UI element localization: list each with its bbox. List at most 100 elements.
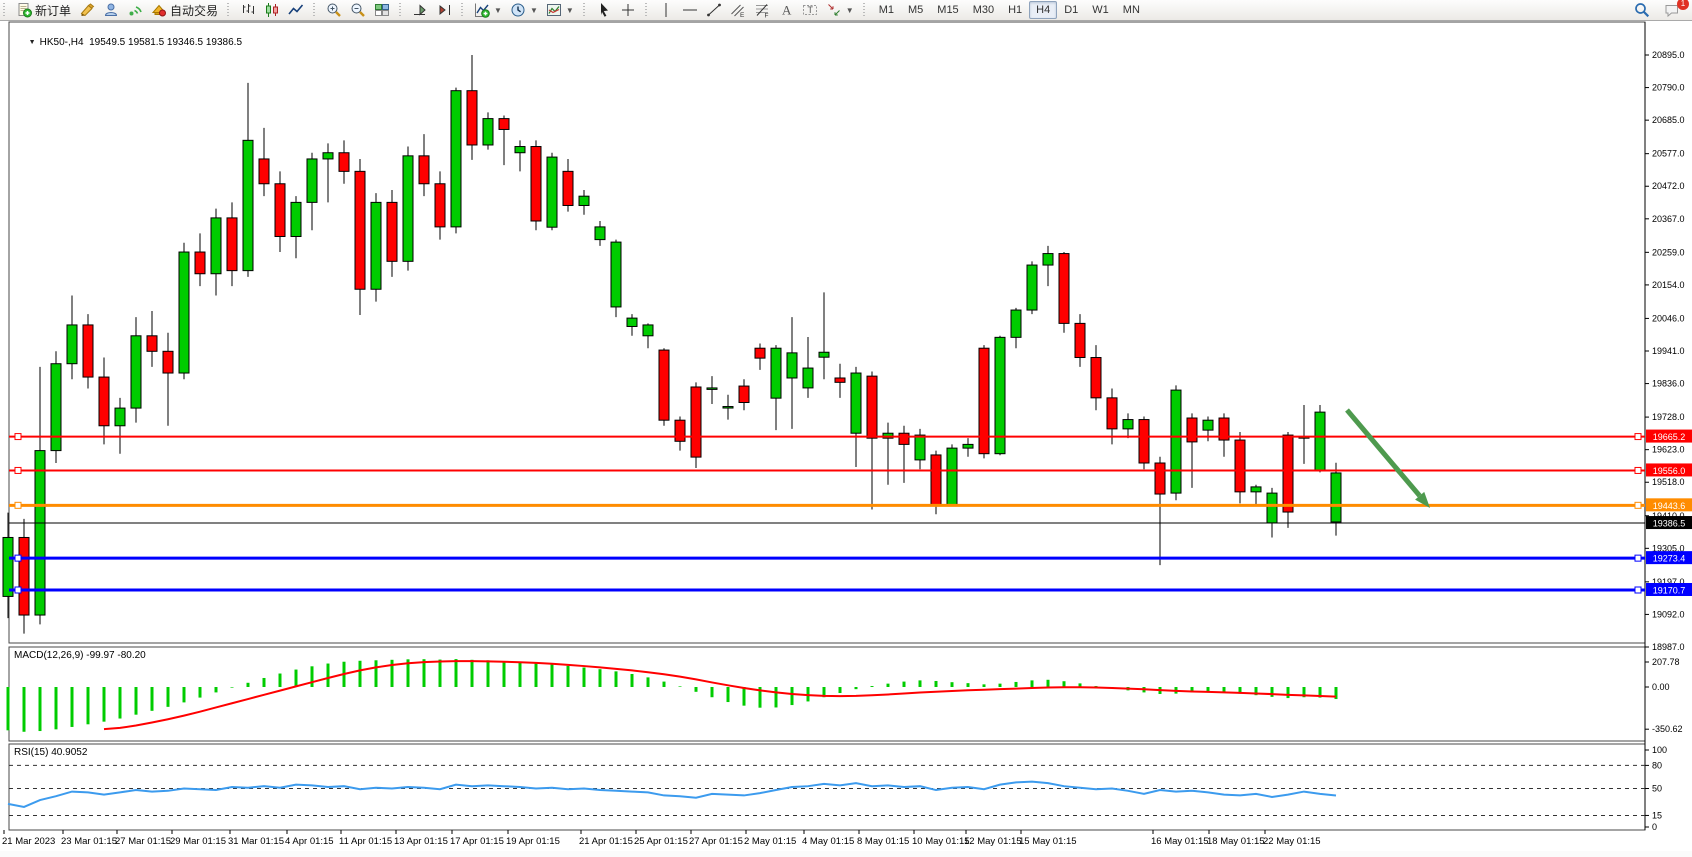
svg-text:12 May 01:15: 12 May 01:15 (964, 836, 1022, 847)
community-icon (105, 3, 118, 16)
price-badges: 19665.2 19556.0 19443.6 19273.4 19170.7 19386… (1646, 429, 1692, 596)
candle-body (754, 347, 766, 359)
vline-icon (665, 3, 667, 17)
svg-text:19623.0: 19623.0 (1652, 445, 1685, 455)
crosshair-button[interactable] (616, 1, 640, 20)
equidistant-channel-button[interactable]: E (726, 1, 750, 20)
chevron-down-icon[interactable]: ▼ (845, 5, 854, 15)
text-label-button[interactable]: T (798, 1, 822, 20)
level-anchor[interactable] (1634, 586, 1642, 594)
chart-candles-icon (266, 3, 279, 17)
trend-line-button[interactable] (702, 1, 726, 20)
templates-button[interactable]: ▼ (542, 1, 578, 20)
chart-canvas[interactable]: 20895.0 20790.0 20685.0 20577.0 20472.0 20367… (0, 21, 1692, 857)
level-anchor[interactable] (1634, 554, 1642, 562)
timeframe-h1-button[interactable]: H1 (1008, 4, 1023, 16)
notifications-button[interactable]: 1 (1660, 0, 1689, 20)
tile-windows-button[interactable] (370, 1, 394, 20)
chart-collapse-icon[interactable]: ▼ (28, 39, 36, 46)
timeframe-w1-button[interactable]: W1 (1092, 4, 1109, 16)
timeframe-toolbar: M1 M5 M15 M30 H1 H4 D1 W1 MN (870, 0, 1149, 21)
level-anchor[interactable] (14, 466, 22, 474)
svg-text:19305.0: 19305.0 (1652, 543, 1685, 553)
level-anchor[interactable] (1634, 433, 1642, 441)
chart-candles-button[interactable] (260, 1, 284, 20)
toolbar-group-grip (460, 3, 466, 17)
search-button[interactable] (1630, 1, 1654, 20)
level-anchor[interactable] (1634, 501, 1642, 509)
autotrading-button[interactable]: 自动交易 (147, 1, 222, 20)
auto-scroll-button[interactable] (408, 1, 432, 20)
timeframe-m1-button[interactable]: M1 (878, 4, 894, 16)
candle-body (50, 363, 62, 452)
svg-text:16 May 01:15: 16 May 01:15 (1151, 836, 1209, 847)
indicators-icon (475, 3, 490, 18)
chart-shift-button[interactable] (432, 1, 456, 20)
candle-body (1106, 397, 1118, 430)
crayon-button[interactable] (75, 1, 99, 20)
svg-text:0: 0 (1652, 822, 1657, 832)
zoom-in-icon (327, 3, 341, 17)
timeframe-m5-button[interactable]: M5 (908, 4, 924, 16)
timeframe-d1-button[interactable]: D1 (1064, 4, 1079, 16)
template-icon (546, 4, 561, 16)
periods-button[interactable]: ▼ (506, 1, 542, 20)
vertical-line-button[interactable] (654, 1, 678, 20)
shiftend-icon (439, 4, 451, 16)
price-badge (1646, 582, 1692, 596)
candle-body (306, 158, 318, 203)
level-anchor[interactable] (1634, 466, 1642, 474)
timeframe-mn-button[interactable]: MN (1122, 4, 1140, 16)
zoom-out-button[interactable] (346, 1, 370, 20)
main-toolbar: 新订单 自动交易 ▼ ▼ ▼ E F A T ▼ M1 M5 M15 M30 H1 H4 D1 W1 MN 1 (0, 0, 1692, 21)
chevron-down-icon[interactable]: ▼ (529, 5, 538, 15)
indicators-button[interactable]: ▼ (470, 1, 506, 20)
toolbar-group-grip (2, 3, 7, 17)
timeframe-m15-button[interactable]: M15 (937, 4, 959, 16)
chart-bars-button[interactable] (236, 1, 260, 20)
community-button[interactable] (99, 1, 123, 20)
candle-body (770, 347, 782, 399)
rsi-indicator-label: RSI(15) 40.9052 (14, 747, 88, 758)
text-button[interactable]: A (774, 1, 798, 20)
level-anchor[interactable] (14, 554, 22, 562)
signals-button[interactable] (123, 1, 147, 20)
fibonacci-button[interactable]: F (750, 1, 774, 20)
svg-text:20259.0: 20259.0 (1652, 247, 1685, 257)
chart-ohlc-values: 19549.5 19581.5 19346.5 19386.5 (89, 37, 243, 48)
candle-body (786, 352, 798, 379)
annotation-arrow[interactable] (1345, 408, 1430, 508)
candle-body (322, 152, 334, 160)
autoscroll-icon (414, 4, 426, 16)
svg-text:18 May 01:15: 18 May 01:15 (1207, 836, 1265, 847)
chevron-down-icon[interactable]: ▼ (494, 5, 502, 15)
chart-line-button[interactable] (284, 1, 308, 20)
level-anchor[interactable] (14, 501, 22, 509)
chevron-down-icon[interactable]: ▼ (565, 5, 574, 15)
candle-body (626, 317, 638, 327)
candle-body (802, 367, 814, 389)
toolbar-group-grip (861, 3, 867, 17)
trendline-icon (706, 3, 721, 17)
candle-body (962, 443, 974, 449)
timeframe-m30-button[interactable]: M30 (972, 4, 995, 16)
price-badge (1646, 498, 1692, 512)
text-label-icon: T (802, 5, 817, 15)
zoom-in-button[interactable] (322, 1, 346, 20)
candle-body (66, 324, 78, 365)
new-order-button[interactable]: 新订单 (12, 1, 75, 20)
svg-text:19518.0: 19518.0 (1652, 477, 1685, 487)
svg-text:19941.0: 19941.0 (1652, 346, 1685, 356)
timeframe-h4-button[interactable]: H4 (1029, 1, 1058, 19)
arrows-button[interactable]: ▼ (822, 1, 858, 20)
cursor-button[interactable] (592, 1, 616, 20)
candle-body (82, 324, 94, 378)
candle-body (130, 335, 142, 409)
svg-text:15 May 01:15: 15 May 01:15 (1019, 836, 1077, 847)
level-anchor[interactable] (14, 586, 22, 594)
level-anchor[interactable] (14, 433, 22, 441)
horizontal-line-button[interactable] (678, 1, 702, 20)
chart-window: 20895.0 20790.0 20685.0 20577.0 20472.0 20367… (0, 21, 1692, 857)
candle-body (498, 118, 510, 130)
